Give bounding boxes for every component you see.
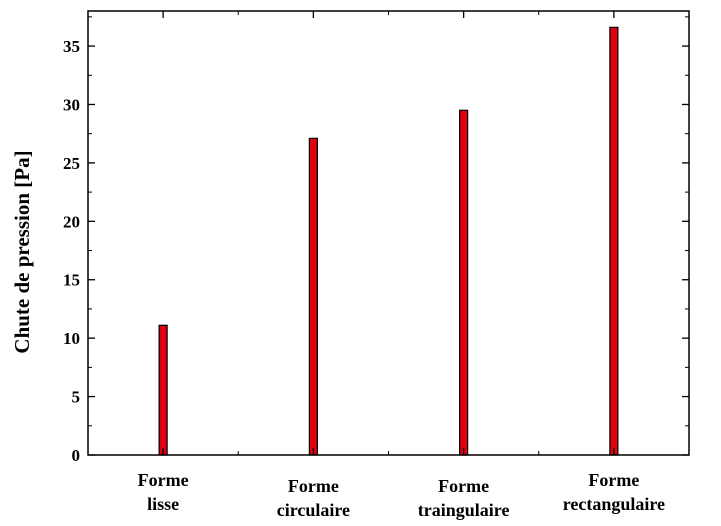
x-category-label: Forme lisse <box>138 470 189 514</box>
x-category-label: Forme rectangulaire <box>563 470 665 514</box>
y-tick-label: 30 <box>63 95 80 114</box>
y-ticks-group: 0 5 10 15 20 25 30 35 <box>63 16 689 465</box>
y-tick-label: 20 <box>63 212 80 231</box>
x-category-labels: Forme lisse Forme circulaire Forme traingulai… <box>138 11 665 520</box>
bar-1 <box>308 137 318 456</box>
bar-0 <box>158 324 168 456</box>
plot-frame <box>87 10 690 456</box>
y-tick-label: 5 <box>72 388 81 407</box>
x-category-label: Forme traingulaire <box>418 476 510 520</box>
y-axis-label: Chute de pression [Pa] <box>10 150 34 353</box>
bars-group <box>158 26 619 456</box>
y-tick-label: 25 <box>63 154 80 173</box>
y-tick-label: 10 <box>63 329 80 348</box>
y-tick-label: 15 <box>63 271 80 290</box>
bar-2 <box>459 109 469 456</box>
axes-group <box>87 10 690 456</box>
x-category-label: Forme circulaire <box>277 476 350 520</box>
bar-3 <box>609 26 619 456</box>
y-tick-label: 35 <box>63 37 80 56</box>
y-tick-label: 0 <box>72 446 81 465</box>
